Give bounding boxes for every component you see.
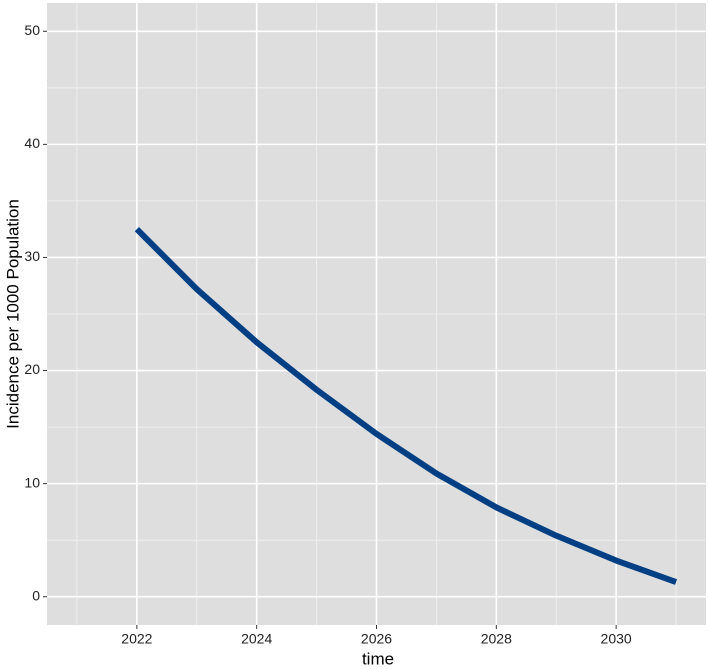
x-tick-label: 2030: [601, 631, 632, 647]
y-tick-label: 30: [24, 248, 40, 264]
y-tick-label: 40: [24, 135, 40, 151]
x-tick-label: 2028: [481, 631, 512, 647]
x-tick-label: 2022: [121, 631, 152, 647]
x-tick-label: 2026: [361, 631, 392, 647]
line: [134, 227, 678, 585]
y-tick-label: 0: [32, 587, 40, 603]
x-axis-title: time: [362, 649, 394, 668]
y-tick-label: 20: [24, 361, 40, 377]
y-tick-label: 50: [24, 22, 40, 38]
y-axis-title: Incidence per 1000 Population: [3, 199, 22, 429]
x-tick-label: 2024: [241, 631, 272, 647]
y-tick-label: 10: [24, 474, 40, 490]
